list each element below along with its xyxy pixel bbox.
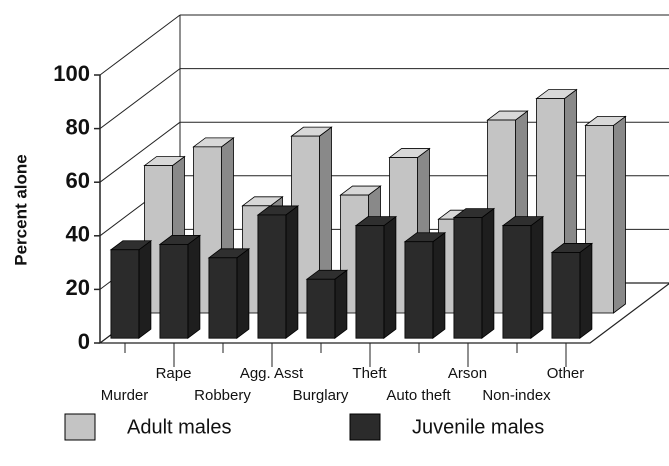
bar-group bbox=[256, 205, 300, 340]
bar-side bbox=[481, 207, 495, 340]
bar-group bbox=[403, 231, 447, 340]
x-tick-label: Burglary bbox=[293, 387, 349, 404]
y-tick-label: 100 bbox=[53, 61, 90, 86]
bar-group bbox=[207, 248, 251, 340]
x-tick-label: Agg. Asst bbox=[240, 365, 304, 382]
bar bbox=[257, 214, 287, 339]
x-tick-label: Theft bbox=[352, 365, 387, 382]
y-tick-label: 0 bbox=[78, 329, 90, 354]
y-tick-label: 60 bbox=[66, 168, 90, 193]
x-tick-label: Non-index bbox=[482, 387, 551, 404]
x-tick-label: Auto theft bbox=[386, 387, 451, 404]
x-tick-label: Rape bbox=[156, 365, 192, 382]
bar bbox=[551, 252, 581, 339]
bar-side bbox=[187, 234, 201, 340]
x-tick-label: Arson bbox=[448, 365, 487, 382]
grid-line bbox=[99, 68, 181, 130]
y-axis-label: Percent alone bbox=[11, 154, 30, 266]
bar-side bbox=[334, 269, 348, 340]
bar-side bbox=[579, 242, 593, 340]
bar-side bbox=[236, 248, 250, 340]
bar-side bbox=[613, 115, 626, 314]
bar-group bbox=[305, 269, 349, 340]
x-tick-label: Murder bbox=[101, 387, 149, 404]
y-tick-label: 40 bbox=[66, 222, 90, 247]
bar-group bbox=[354, 215, 398, 340]
bar bbox=[110, 249, 140, 339]
y-tick-label: 80 bbox=[66, 114, 90, 139]
bar-group bbox=[109, 239, 153, 340]
bar-side bbox=[138, 239, 152, 340]
bar-group bbox=[550, 242, 594, 340]
bar-side bbox=[285, 205, 299, 340]
bar bbox=[306, 278, 336, 339]
bar bbox=[208, 257, 238, 339]
x-tick-label: Robbery bbox=[194, 387, 251, 404]
grid-line bbox=[99, 14, 181, 76]
bar bbox=[453, 217, 483, 339]
legend-swatch bbox=[64, 413, 96, 441]
bar bbox=[159, 243, 189, 339]
legend-label: Adult males bbox=[127, 416, 232, 438]
bar-group bbox=[158, 234, 202, 340]
legend-label: Juvenile males bbox=[412, 416, 544, 438]
bar-side bbox=[383, 215, 397, 340]
x-tick-label: Other bbox=[547, 365, 585, 382]
bar bbox=[404, 241, 434, 339]
y-tick-label: 20 bbox=[66, 275, 90, 300]
bar-side bbox=[432, 231, 446, 340]
bar bbox=[502, 225, 532, 339]
legend-swatch bbox=[349, 413, 381, 441]
grid-line bbox=[99, 121, 181, 183]
bar-side bbox=[530, 215, 544, 340]
bar-group bbox=[501, 215, 545, 340]
bar bbox=[355, 225, 385, 339]
bar-group bbox=[452, 207, 496, 340]
